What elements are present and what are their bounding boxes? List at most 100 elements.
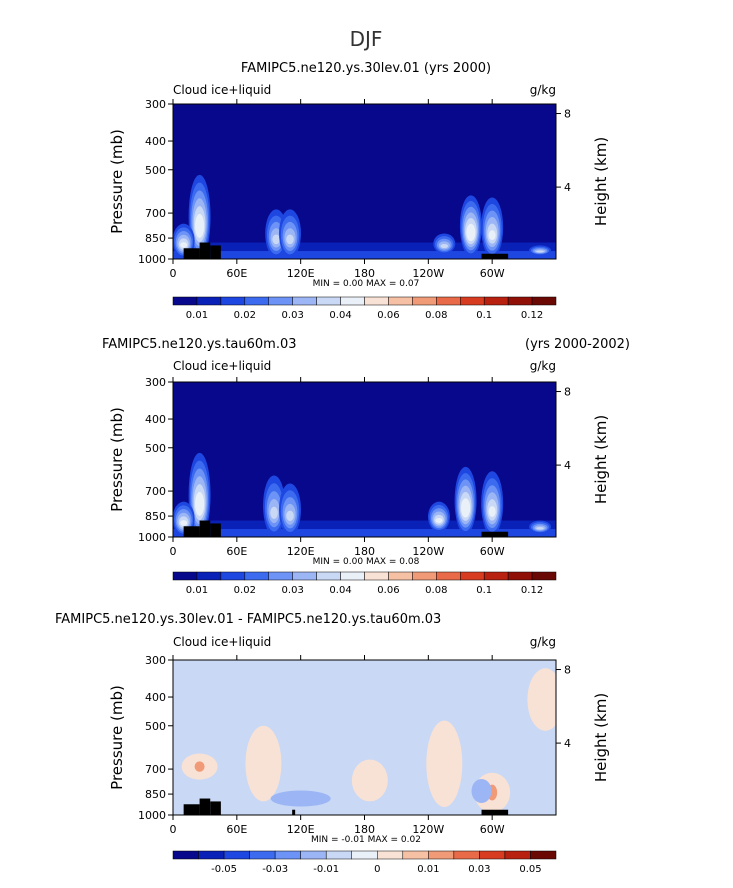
- colorbar-swatch: [316, 296, 341, 306]
- y-tick-label: 1000: [138, 809, 166, 822]
- y-tick-label: 700: [145, 763, 166, 776]
- y-axis-label-right: Height (km): [592, 137, 610, 226]
- y-axis-label-right: Height (km): [592, 415, 610, 504]
- topography: [210, 523, 221, 537]
- y-right-tick-label: 4: [564, 459, 571, 472]
- colorbar-swatch: [300, 850, 327, 860]
- colorbar-swatch: [198, 850, 225, 860]
- y-right-tick-label: 8: [564, 386, 571, 399]
- heatmap-cell: [351, 759, 388, 802]
- colorbar-swatch: [504, 850, 531, 860]
- colorbar-label: 0.03: [282, 585, 304, 596]
- heatmap-cell: [270, 506, 278, 519]
- min-max-label: MIN = 0.00 MAX = 0.08: [313, 557, 420, 567]
- heatmap-field: [173, 104, 556, 259]
- colorbar-label: 0.04: [329, 310, 351, 321]
- colorbar-label: 0.1: [476, 310, 492, 321]
- colorbar-swatch: [479, 850, 506, 860]
- colorbar-swatch: [460, 296, 485, 306]
- colorbar-label: 0.1: [476, 585, 492, 596]
- units-label: g/kg: [530, 635, 556, 649]
- colorbar-swatch: [274, 850, 301, 860]
- y-axis-label: Pressure (mb): [108, 129, 126, 234]
- colorbar-swatch: [402, 850, 429, 860]
- main-title: DJF: [350, 27, 383, 51]
- boundary-layer-inner: [173, 251, 556, 259]
- heatmap-cell: [180, 520, 188, 526]
- colorbar-label: 0.08: [425, 585, 447, 596]
- y-tick-label: 1000: [138, 253, 166, 266]
- colorbar-swatch: [453, 850, 480, 860]
- topography: [199, 242, 211, 259]
- colorbar-label: 0.02: [234, 310, 256, 321]
- colorbar-swatch: [268, 296, 293, 306]
- chart-panel-top: FAMIPC5.ne120.ys.30lev.01 (yrs 2000) Clou…: [108, 61, 610, 321]
- units-label: g/kg: [530, 359, 556, 373]
- colorbar-swatch: [325, 850, 352, 860]
- y-right-tick-label: 4: [564, 737, 571, 750]
- colorbar-label: 0.03: [282, 310, 304, 321]
- heatmap-cell: [245, 725, 282, 802]
- heatmap-cell: [272, 234, 280, 245]
- variable-label: Cloud ice+liquid: [173, 83, 271, 97]
- colorbar-swatch: [364, 296, 389, 306]
- y-axis-label: Pressure (mb): [108, 407, 126, 512]
- colorbar-swatch: [223, 850, 250, 860]
- x-tick-label: 120W: [412, 823, 444, 836]
- heatmap-cell: [435, 517, 443, 523]
- colorbar-swatch: [220, 296, 246, 306]
- colorbar-swatch: [412, 296, 437, 306]
- topography: [481, 809, 509, 815]
- y-tick-label: 500: [145, 164, 166, 177]
- x-tick-label: 120W: [412, 545, 444, 558]
- x-tick-label: 120W: [412, 267, 444, 280]
- colorbar-swatch: [244, 296, 269, 306]
- colorbar-label: 0.12: [521, 310, 543, 321]
- y-tick-label: 300: [145, 376, 166, 389]
- colorbar-label: -0.01: [313, 864, 339, 875]
- x-tick-label: 120E: [287, 267, 315, 280]
- colorbar-swatch: [244, 571, 269, 581]
- topography: [210, 801, 221, 815]
- heatmap-cell: [286, 510, 294, 522]
- y-right-tick-label: 4: [564, 181, 571, 194]
- x-tick-label: 0: [170, 545, 177, 558]
- chart-panel-bottom: FAMIPC5.ne120.ys.30lev.01 - FAMIPC5.ne12…: [55, 612, 610, 875]
- colorbar-swatch: [364, 571, 389, 581]
- colorbar-swatch: [388, 296, 413, 306]
- heatmap-cell: [536, 527, 544, 530]
- y-axis-label: Pressure (mb): [108, 685, 126, 790]
- colorbar-swatch: [172, 571, 198, 581]
- heatmap-cell: [471, 779, 492, 804]
- colorbar-swatch: [220, 571, 246, 581]
- colorbar-swatch: [388, 571, 413, 581]
- heatmap-cell: [462, 504, 469, 515]
- heatmap-cell: [180, 242, 188, 248]
- y-tick-label: 400: [145, 135, 166, 148]
- colorbar-swatch: [412, 571, 437, 581]
- colorbar-label: 0.01: [186, 310, 208, 321]
- x-tick-label: 0: [170, 267, 177, 280]
- heatmap-cell: [426, 720, 463, 808]
- colorbar-label: 0.02: [234, 585, 256, 596]
- x-tick-label: 120E: [287, 823, 315, 836]
- topography: [183, 248, 200, 259]
- y-tick-label: 850: [145, 510, 166, 523]
- x-tick-label: 0: [170, 823, 177, 836]
- colorbar-swatch: [196, 571, 222, 581]
- colorbar-label: 0.05: [519, 864, 541, 875]
- colorbar-label: 0.01: [417, 864, 439, 875]
- heatmap-cell: [440, 244, 449, 249]
- colorbar-swatch: [507, 571, 533, 581]
- x-tick-label: 60E: [226, 823, 247, 836]
- x-tick-label: 60W: [480, 267, 505, 280]
- colorbar-swatch: [249, 850, 276, 860]
- colorbar-swatch: [377, 850, 404, 860]
- colorbar-swatch: [340, 571, 365, 581]
- colorbar-swatch: [196, 296, 222, 306]
- colorbar-swatch: [172, 850, 199, 860]
- colorbar-swatch: [530, 850, 557, 860]
- heatmap-cell: [194, 761, 205, 772]
- y-tick-label: 400: [145, 413, 166, 426]
